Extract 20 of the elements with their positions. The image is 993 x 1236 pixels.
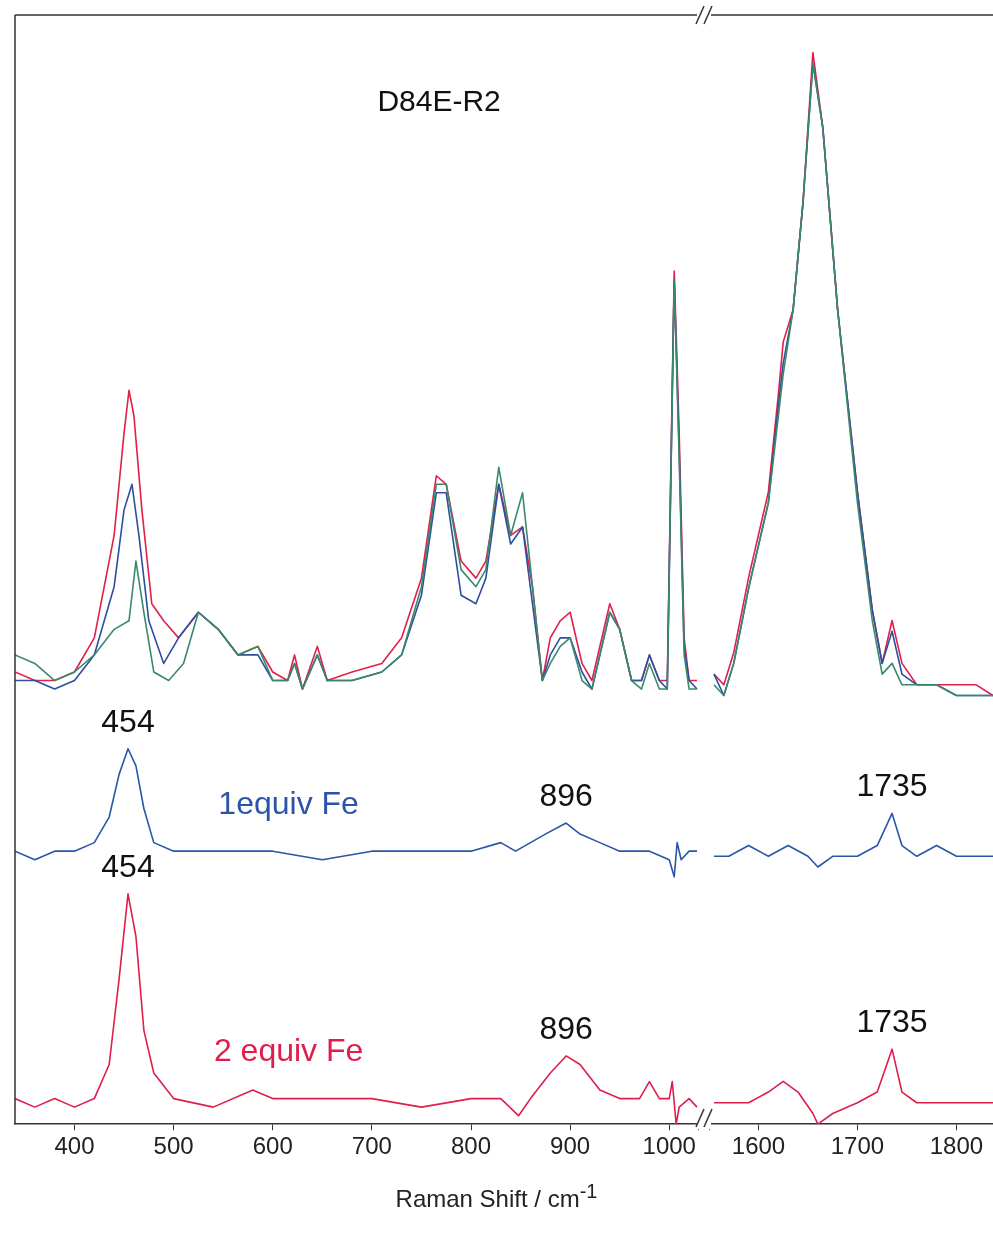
x-tick-label: 600 — [252, 1132, 293, 1160]
series-label: 1equiv Fe — [218, 784, 359, 821]
x-tick-label: 700 — [351, 1132, 392, 1160]
x-tick-label: 900 — [550, 1132, 591, 1160]
annotation: 454 — [101, 847, 155, 884]
annotation: 1735 — [856, 1003, 928, 1040]
x-tick-label: 1800 — [929, 1132, 984, 1160]
annotation: 896 — [539, 776, 593, 813]
series-label: 2 equiv Fe — [213, 1032, 364, 1069]
text: D84E-R2 — [377, 84, 501, 118]
annotation: 454 — [101, 702, 155, 739]
x-tick-label: 400 — [54, 1132, 95, 1160]
x-tick-label: 1000 — [642, 1132, 696, 1160]
x-axis-title: Raman Shift / cm$^{-1}$ — [394, 1180, 599, 1213]
annotation: 1735 — [856, 767, 928, 804]
annotation: 896 — [539, 1009, 593, 1046]
x-tick-label: 800 — [450, 1132, 492, 1160]
x-tick-label: 500 — [153, 1132, 194, 1160]
x-tick-label: 1600 — [731, 1132, 786, 1160]
x-tick-label: 1700 — [830, 1132, 885, 1160]
